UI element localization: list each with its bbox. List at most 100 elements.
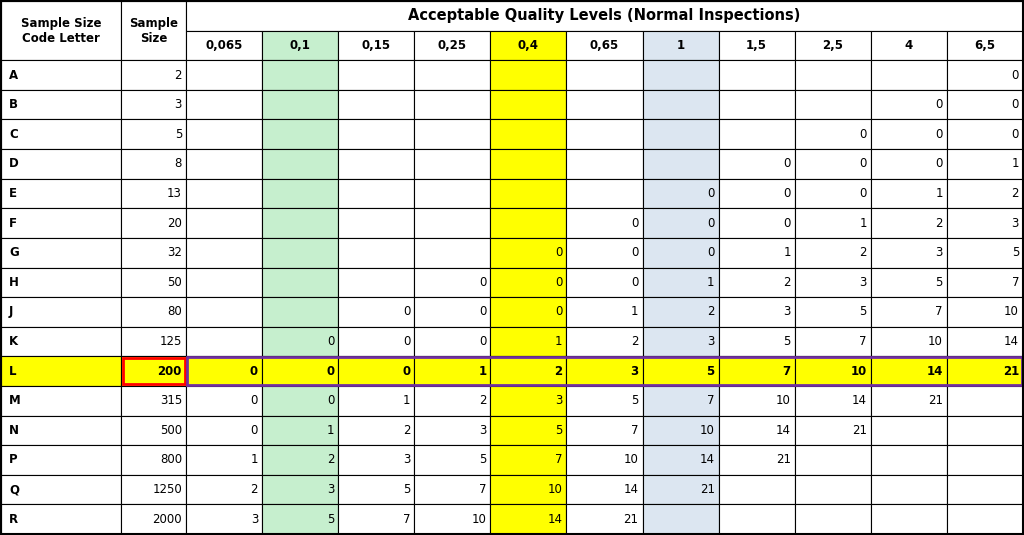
- Bar: [490, 268, 566, 297]
- Bar: [642, 119, 719, 149]
- Text: 2: 2: [554, 365, 562, 378]
- Bar: [947, 268, 1023, 297]
- Text: 0,065: 0,065: [206, 39, 243, 52]
- Bar: [870, 238, 947, 268]
- Bar: [947, 475, 1023, 505]
- Bar: [795, 327, 870, 356]
- Text: 0: 0: [402, 305, 411, 318]
- Bar: [795, 475, 870, 505]
- Text: 800: 800: [160, 454, 182, 467]
- Bar: [947, 416, 1023, 445]
- Text: 13: 13: [167, 187, 182, 200]
- Bar: [719, 149, 795, 179]
- Bar: [338, 208, 415, 238]
- Bar: [262, 90, 338, 119]
- Bar: [123, 358, 184, 385]
- Text: 7: 7: [708, 394, 715, 407]
- Bar: [795, 386, 870, 416]
- Text: 0: 0: [936, 157, 943, 170]
- Bar: [262, 445, 338, 475]
- Bar: [719, 505, 795, 534]
- Text: 0: 0: [479, 276, 486, 289]
- Text: 10: 10: [851, 365, 867, 378]
- Text: 2: 2: [935, 217, 943, 230]
- Text: 3: 3: [479, 424, 486, 437]
- Bar: [795, 268, 870, 297]
- Bar: [338, 297, 415, 327]
- Bar: [719, 386, 795, 416]
- Bar: [121, 149, 186, 179]
- Bar: [1, 90, 121, 119]
- Bar: [338, 149, 415, 179]
- Bar: [1, 386, 121, 416]
- Text: L: L: [9, 365, 16, 378]
- Text: 14: 14: [699, 454, 715, 467]
- Text: 0: 0: [783, 187, 791, 200]
- Text: 7: 7: [1012, 276, 1019, 289]
- Bar: [719, 208, 795, 238]
- Bar: [186, 416, 262, 445]
- Bar: [566, 445, 642, 475]
- Bar: [566, 327, 642, 356]
- Text: 0: 0: [1012, 68, 1019, 81]
- Bar: [121, 238, 186, 268]
- Bar: [566, 356, 642, 386]
- Bar: [262, 179, 338, 208]
- Bar: [642, 386, 719, 416]
- Text: H: H: [9, 276, 18, 289]
- Bar: [1, 149, 121, 179]
- Bar: [870, 119, 947, 149]
- Text: 1: 1: [708, 276, 715, 289]
- Text: 14: 14: [624, 483, 639, 496]
- Text: 3: 3: [402, 454, 411, 467]
- Text: 10: 10: [471, 513, 486, 526]
- Text: 0,15: 0,15: [361, 39, 391, 52]
- Bar: [121, 416, 186, 445]
- Text: 315: 315: [160, 394, 182, 407]
- Text: 0: 0: [631, 276, 639, 289]
- Bar: [490, 386, 566, 416]
- Text: Sample
Size: Sample Size: [129, 17, 178, 44]
- Bar: [338, 386, 415, 416]
- Text: 0: 0: [327, 394, 334, 407]
- Bar: [719, 475, 795, 505]
- Bar: [566, 505, 642, 534]
- Text: 0: 0: [251, 394, 258, 407]
- Bar: [947, 90, 1023, 119]
- Text: 50: 50: [167, 276, 182, 289]
- Text: 2: 2: [859, 246, 867, 259]
- Text: 0: 0: [936, 98, 943, 111]
- Bar: [566, 297, 642, 327]
- Bar: [415, 445, 490, 475]
- Bar: [490, 179, 566, 208]
- Text: Acceptable Quality Levels (Normal Inspections): Acceptable Quality Levels (Normal Inspec…: [409, 9, 801, 24]
- Bar: [947, 60, 1023, 90]
- Bar: [186, 208, 262, 238]
- Text: 2: 2: [1012, 187, 1019, 200]
- Bar: [262, 238, 338, 268]
- Bar: [566, 119, 642, 149]
- Text: 0: 0: [479, 305, 486, 318]
- Text: M: M: [9, 394, 20, 407]
- Text: D: D: [9, 157, 18, 170]
- Text: 21: 21: [624, 513, 639, 526]
- Bar: [338, 416, 415, 445]
- Text: 0: 0: [402, 365, 411, 378]
- Bar: [870, 60, 947, 90]
- Bar: [121, 90, 186, 119]
- Text: 0: 0: [251, 424, 258, 437]
- Text: 0: 0: [250, 365, 258, 378]
- Text: 7: 7: [935, 305, 943, 318]
- Bar: [187, 357, 1022, 385]
- Bar: [415, 90, 490, 119]
- Bar: [338, 90, 415, 119]
- Bar: [186, 268, 262, 297]
- Bar: [1, 60, 121, 90]
- Bar: [566, 60, 642, 90]
- Bar: [642, 505, 719, 534]
- Bar: [947, 445, 1023, 475]
- Text: 14: 14: [548, 513, 562, 526]
- Bar: [566, 386, 642, 416]
- Bar: [415, 119, 490, 149]
- Text: 3: 3: [175, 98, 182, 111]
